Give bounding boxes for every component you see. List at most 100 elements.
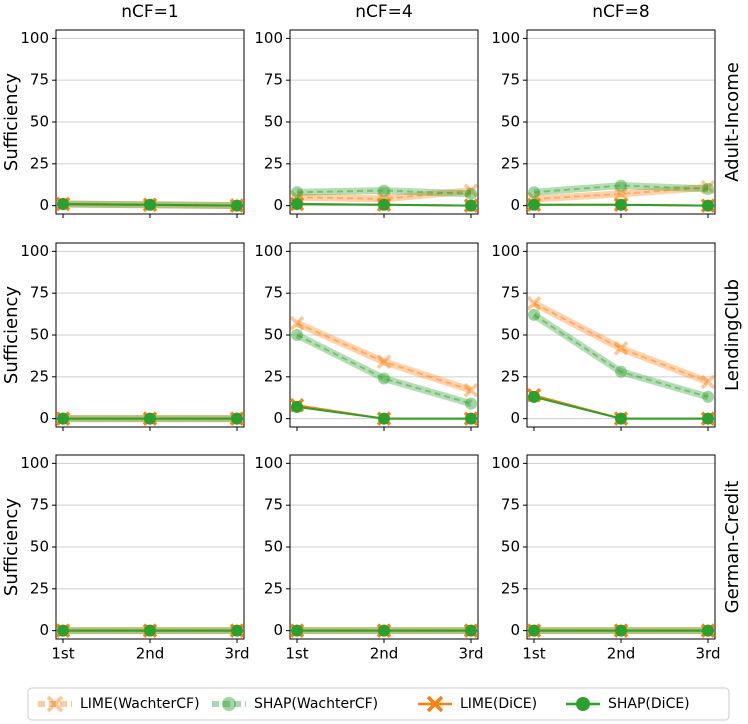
- y-tick-label: 50: [501, 538, 520, 556]
- y-axis-label: Sufficiency: [1, 286, 22, 385]
- axes-frame: [526, 454, 716, 640]
- y-tick-label: 100: [254, 454, 283, 472]
- circle-marker: [528, 390, 540, 403]
- y-tick-label: 0: [510, 409, 520, 427]
- x-marker: [613, 341, 629, 356]
- x-marker-stroke: [376, 354, 392, 370]
- x-tick-label: 1st: [522, 645, 545, 663]
- circle-marker: [291, 197, 303, 210]
- circle-marker: [222, 697, 236, 711]
- y-tick-label: 100: [491, 454, 520, 472]
- x-tick-label: 2nd: [136, 645, 165, 663]
- circle-marker: [528, 186, 540, 199]
- y-tick-label: 50: [264, 538, 283, 556]
- axes-frame: [289, 242, 479, 428]
- x-marker: [289, 316, 305, 331]
- circle-marker: [57, 624, 69, 637]
- circle-marker: [231, 624, 243, 637]
- circle-marker: [528, 624, 540, 637]
- x-marker: [463, 382, 479, 398]
- series-band: [533, 182, 709, 196]
- axes-frame: [55, 454, 245, 640]
- x-marker: [700, 179, 716, 195]
- circle-marker: [57, 412, 69, 425]
- y-tick-label: 0: [510, 621, 520, 639]
- y-tick-label: 25: [264, 154, 283, 172]
- series-line: [296, 334, 472, 405]
- circle-marker: [378, 624, 390, 637]
- legend-label: SHAP(DiCE): [608, 696, 690, 712]
- x-marker-stroke: [526, 295, 542, 311]
- y-tick-label: 75: [501, 71, 520, 89]
- circle-marker: [576, 697, 590, 711]
- circle-marker: [57, 197, 69, 210]
- column-title: nCF=8: [592, 2, 649, 22]
- row-label: LendingClub: [722, 279, 743, 391]
- circle-marker: [291, 400, 303, 413]
- y-tick-label: 50: [30, 326, 49, 344]
- x-tick-label: 3rd: [696, 645, 721, 663]
- x-marker-stroke: [426, 695, 444, 713]
- x-marker-stroke: [700, 374, 716, 390]
- circle-marker: [378, 412, 390, 425]
- y-tick-label: 75: [30, 71, 49, 89]
- y-tick-label: 100: [491, 242, 520, 260]
- y-tick-label: 0: [273, 409, 283, 427]
- circle-marker: [231, 412, 243, 425]
- circle-marker: [144, 412, 156, 425]
- y-tick-label: 25: [501, 367, 520, 385]
- y-tick-label: 0: [39, 409, 49, 427]
- x-marker: [613, 186, 629, 202]
- y-tick-label: 75: [501, 284, 520, 302]
- y-axis-label: Sufficiency: [1, 498, 22, 597]
- x-tick-label: 2nd: [607, 645, 636, 663]
- y-tick-label: 0: [39, 621, 49, 639]
- x-marker: [46, 695, 64, 713]
- x-marker-stroke: [289, 316, 305, 331]
- x-tick-label: 1st: [285, 645, 308, 663]
- row-label: German-Credit: [722, 481, 743, 614]
- y-tick-label: 50: [501, 326, 520, 344]
- circle-marker: [702, 182, 714, 195]
- series-band: [533, 183, 709, 203]
- y-tick-label: 100: [254, 29, 283, 47]
- x-marker: [700, 374, 716, 390]
- legend-label: LIME(WachterCF): [80, 696, 200, 712]
- y-tick-label: 100: [491, 29, 520, 47]
- y-tick-label: 25: [264, 367, 283, 385]
- x-marker-stroke: [46, 695, 64, 713]
- circle-marker: [144, 198, 156, 211]
- series-line: [533, 184, 709, 194]
- y-tick-label: 75: [30, 284, 49, 302]
- y-tick-label: 75: [501, 496, 520, 514]
- series-line: [296, 189, 472, 200]
- series-band: [295, 331, 472, 407]
- legend-label: SHAP(WachterCF): [254, 696, 378, 712]
- y-tick-label: 0: [273, 196, 283, 214]
- y-tick-label: 100: [254, 242, 283, 260]
- series-band: [295, 320, 473, 394]
- x-marker: [526, 295, 542, 311]
- circle-marker: [378, 198, 390, 211]
- series-line: [296, 189, 472, 195]
- x-marker-stroke: [463, 382, 479, 398]
- y-tick-label: 25: [30, 367, 49, 385]
- x-marker-stroke: [613, 341, 629, 356]
- x-tick-label: 3rd: [225, 645, 250, 663]
- series-band: [296, 187, 472, 198]
- x-marker: [426, 695, 444, 713]
- legend-frame: [27, 687, 730, 721]
- circle-marker: [231, 199, 243, 212]
- circle-marker: [702, 624, 714, 637]
- y-tick-label: 75: [264, 71, 283, 89]
- circle-marker: [615, 365, 627, 378]
- y-tick-label: 50: [264, 326, 283, 344]
- y-tick-label: 0: [510, 196, 520, 214]
- y-tick-label: 50: [30, 538, 49, 556]
- x-marker-stroke: [463, 183, 479, 198]
- y-axis-label: Sufficiency: [1, 73, 22, 172]
- axes-frame: [289, 454, 479, 640]
- x-marker: [463, 183, 479, 198]
- circle-marker: [291, 329, 303, 341]
